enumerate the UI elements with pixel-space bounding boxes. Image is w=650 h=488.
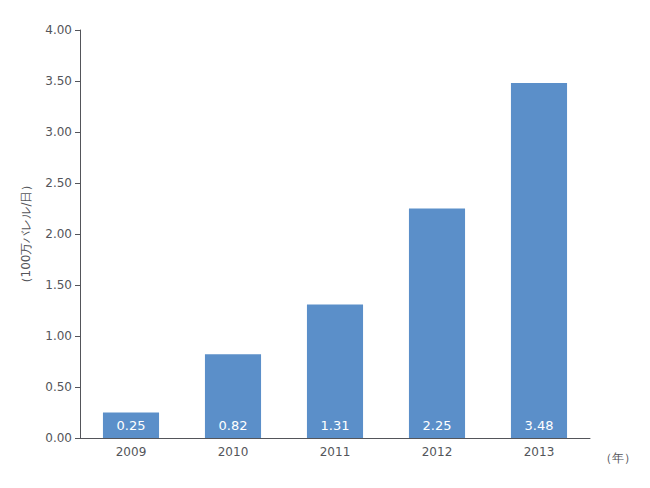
svg-text:0.50: 0.50: [45, 380, 72, 394]
svg-text:4.00: 4.00: [45, 23, 72, 37]
svg-text:（年）: （年）: [600, 451, 636, 465]
svg-text:2010: 2010: [218, 445, 249, 459]
svg-text:3.00: 3.00: [45, 125, 72, 139]
svg-text:（100万バレル/日）: （100万バレル/日）: [19, 179, 33, 290]
svg-text:0.00: 0.00: [45, 431, 72, 445]
svg-text:2013: 2013: [524, 445, 555, 459]
svg-text:1.31: 1.31: [321, 418, 350, 433]
svg-text:3.48: 3.48: [525, 418, 554, 433]
svg-text:2.50: 2.50: [45, 176, 72, 190]
svg-text:2.25: 2.25: [423, 418, 452, 433]
svg-text:2009: 2009: [116, 445, 147, 459]
svg-text:2011: 2011: [320, 445, 351, 459]
svg-text:0.82: 0.82: [219, 418, 248, 433]
svg-text:0.25: 0.25: [117, 418, 146, 433]
svg-text:1.00: 1.00: [45, 329, 72, 343]
svg-text:2.00: 2.00: [45, 227, 72, 241]
svg-text:1.50: 1.50: [45, 278, 72, 292]
svg-text:3.50: 3.50: [45, 74, 72, 88]
svg-text:2012: 2012: [422, 445, 453, 459]
